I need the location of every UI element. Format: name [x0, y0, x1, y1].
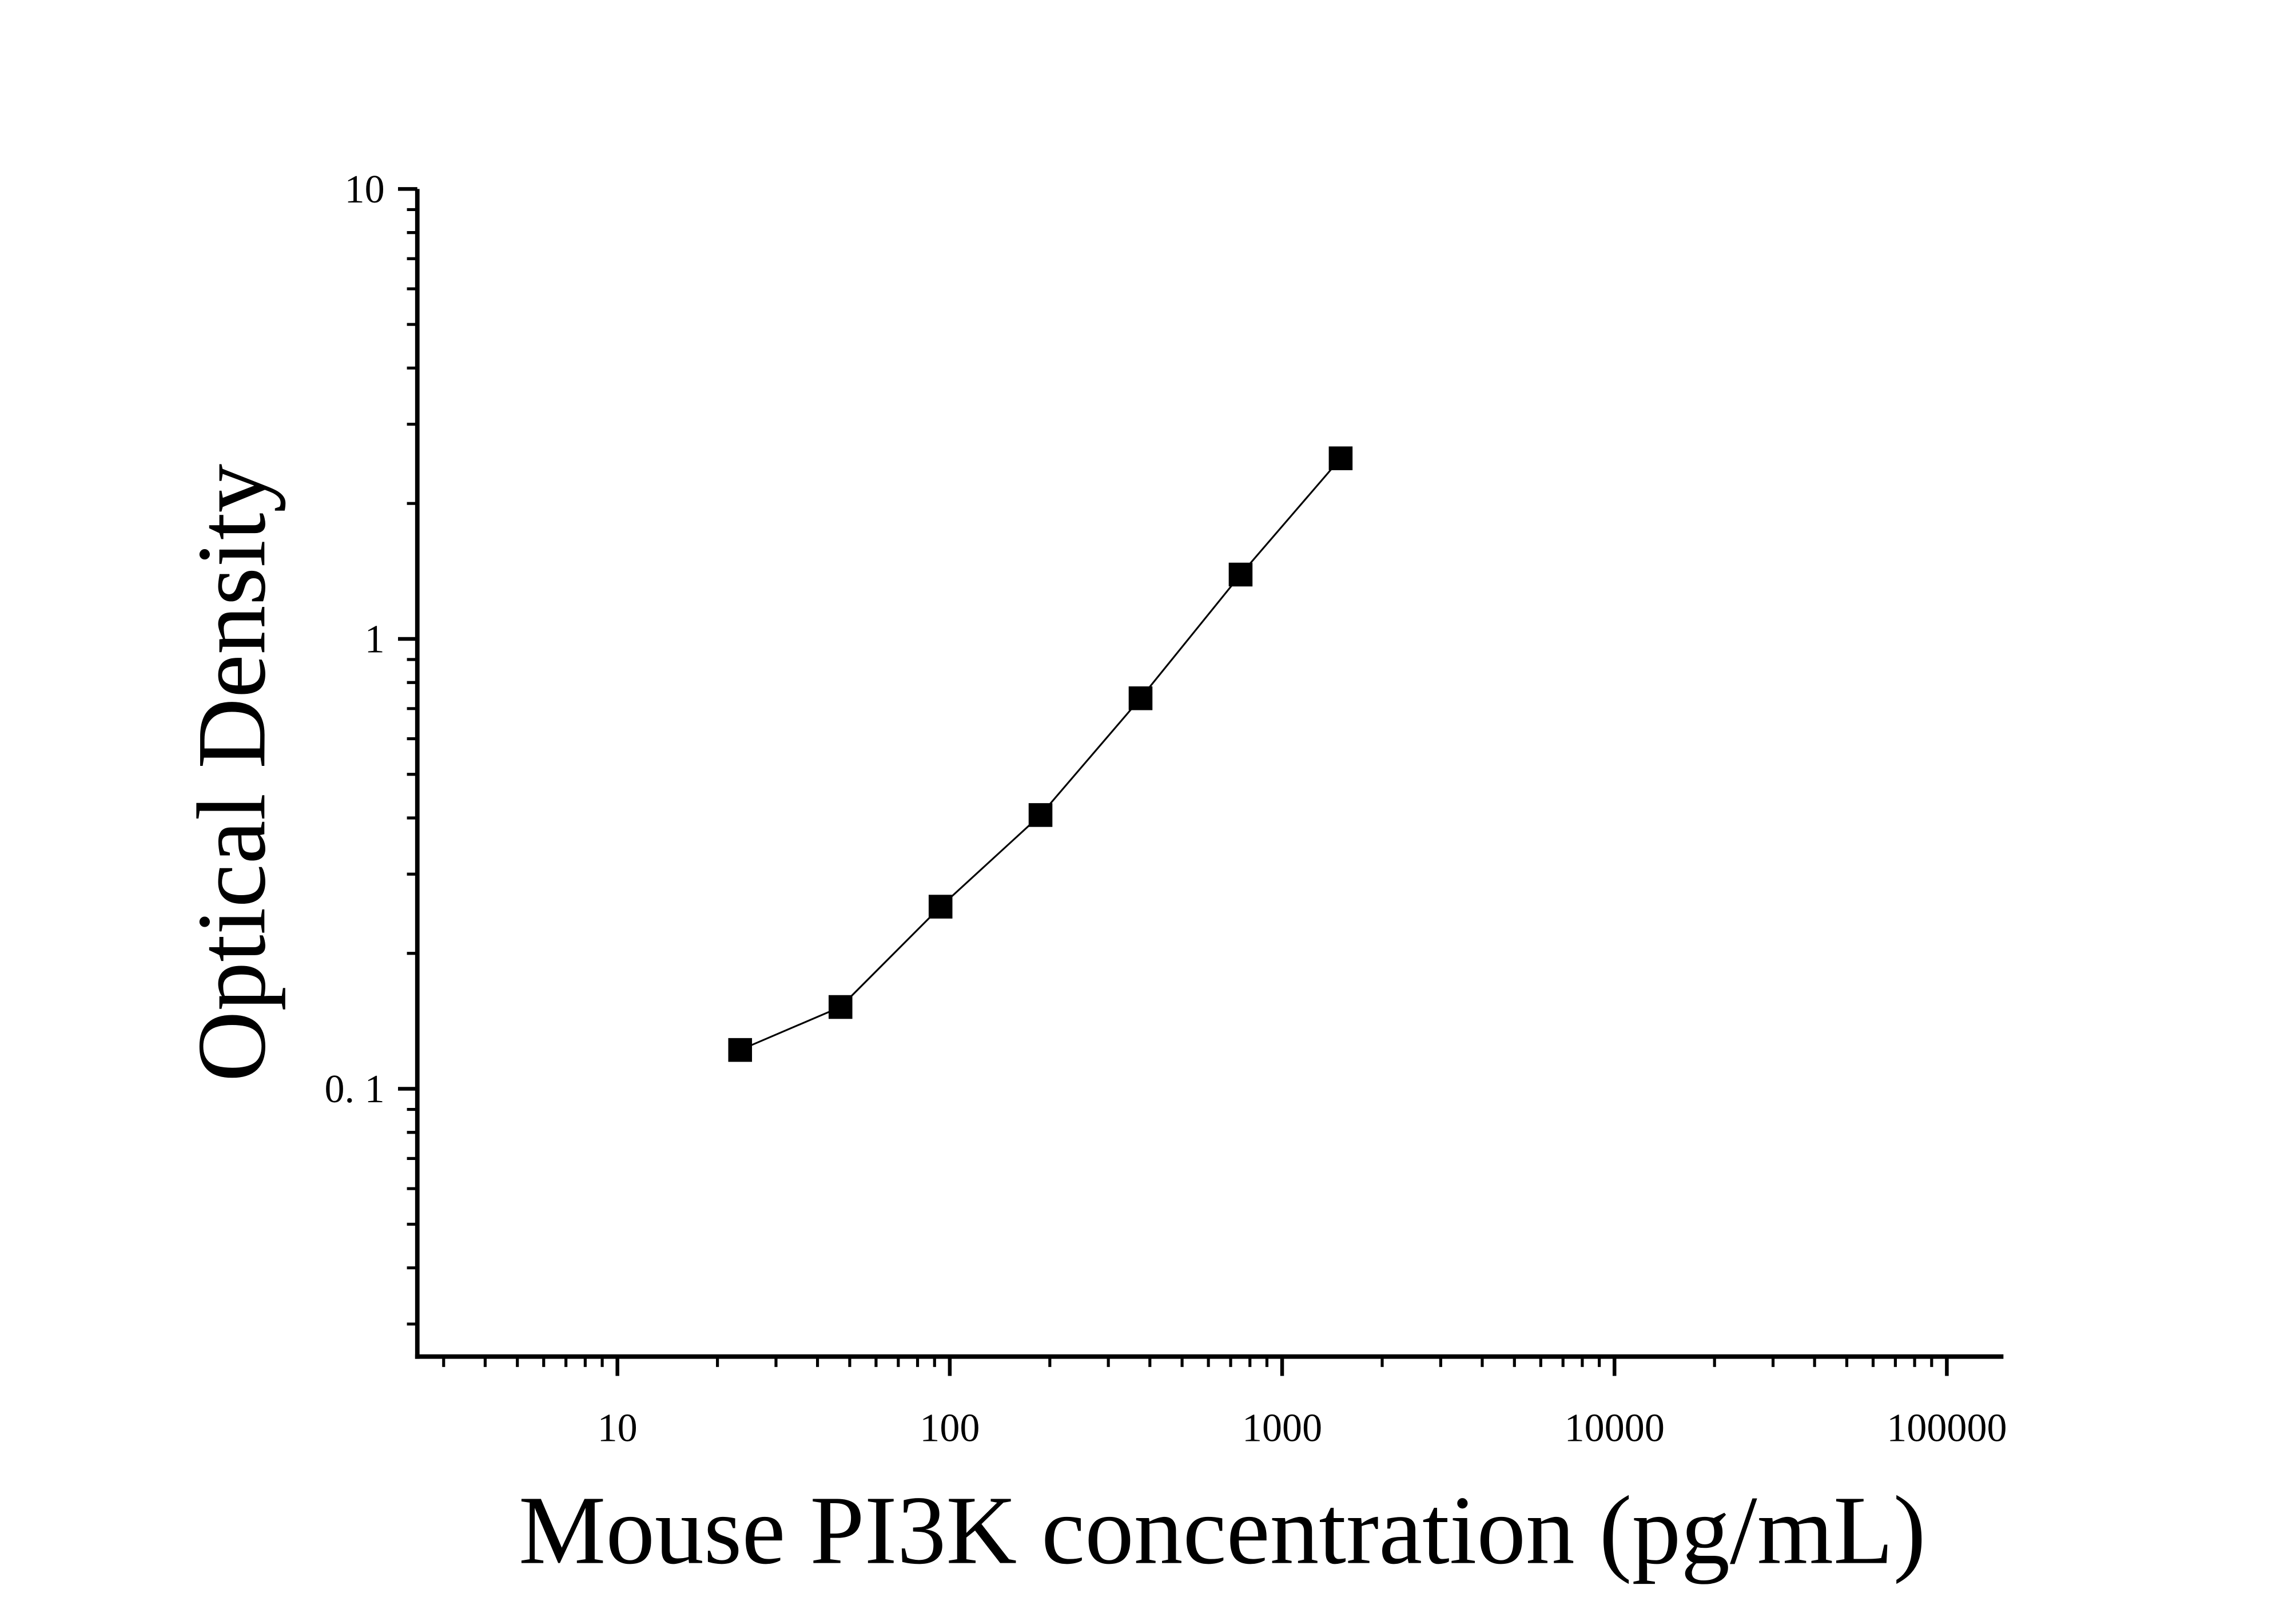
y-tick-label: 10	[345, 168, 385, 212]
data-point	[1128, 686, 1153, 710]
y-tick-label: 1	[365, 617, 385, 661]
x-tick-label: 100000	[1887, 1407, 2007, 1451]
data-point	[1228, 562, 1253, 587]
x-tick-label: 1000	[1242, 1407, 1322, 1451]
data-point	[828, 995, 853, 1019]
data-point	[1328, 446, 1353, 471]
data-point	[928, 895, 953, 919]
y-tick-label: 0. 1	[324, 1067, 384, 1111]
data-point	[728, 1038, 753, 1062]
data-point	[1028, 803, 1053, 827]
x-axis-title: Mouse PI3K concentration (pg/mL)	[519, 1476, 1926, 1585]
x-tick-label: 100	[920, 1407, 980, 1451]
y-axis-title: Optical Density	[177, 464, 286, 1082]
x-tick-label: 10000	[1565, 1407, 1665, 1451]
x-tick-label: 10	[598, 1407, 638, 1451]
fit-curve	[739, 458, 1342, 1051]
